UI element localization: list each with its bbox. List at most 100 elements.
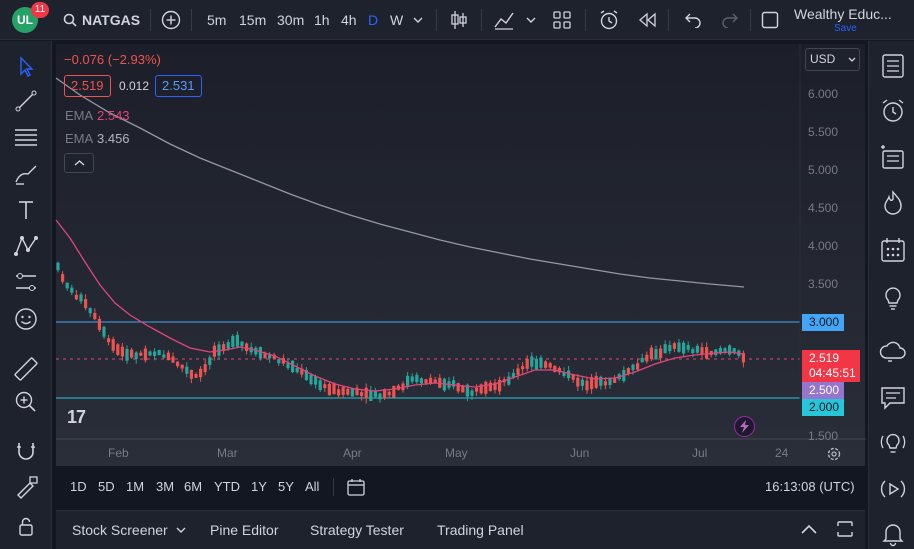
- indicators-icon[interactable]: [493, 9, 515, 31]
- tab-pine-editor[interactable]: Pine Editor: [210, 522, 279, 538]
- replay-icon[interactable]: [637, 12, 657, 28]
- chevron-down-icon[interactable]: [413, 16, 423, 24]
- candle-body: [226, 342, 230, 349]
- undo-icon[interactable]: [684, 12, 702, 28]
- tab-stock-screener[interactable]: Stock Screener: [72, 522, 168, 538]
- timeframe-1h[interactable]: 1h: [314, 12, 330, 28]
- candle-body: [139, 352, 143, 356]
- candle-body: [682, 342, 686, 354]
- sell-price-box[interactable]: 2.519: [64, 75, 111, 97]
- range-5y[interactable]: 5Y: [278, 479, 294, 494]
- symbol-search[interactable]: NATGAS: [82, 12, 141, 28]
- chart-pane[interactable]: [56, 44, 865, 466]
- tab-strategy-tester[interactable]: Strategy Tester: [310, 522, 404, 538]
- alert-clock-icon[interactable]: [598, 9, 620, 31]
- time-tick: Feb: [108, 446, 129, 460]
- chevron-up-icon[interactable]: [800, 523, 818, 535]
- go-to-date-calendar-icon[interactable]: [346, 477, 366, 497]
- lock-drawing-icon[interactable]: [10, 471, 42, 503]
- currency-select[interactable]: USD: [805, 48, 860, 71]
- candle-body: [567, 370, 571, 379]
- trend-line-icon[interactable]: [10, 85, 42, 117]
- timeframe-w[interactable]: W: [390, 12, 404, 28]
- flash-icon[interactable]: [734, 416, 755, 437]
- hotlists-fire-icon[interactable]: [877, 187, 909, 219]
- candle-body: [594, 376, 598, 388]
- save-button[interactable]: Save: [834, 23, 857, 34]
- ruler-icon[interactable]: [10, 353, 42, 385]
- notifications-bell-icon[interactable]: [877, 517, 909, 549]
- maximize-panel-icon[interactable]: [836, 520, 854, 538]
- pattern-tool-icon[interactable]: [10, 230, 42, 262]
- layouts-grid-icon[interactable]: [552, 10, 572, 30]
- layout-name[interactable]: Wealthy Educ...: [794, 6, 892, 22]
- candle-body: [530, 356, 534, 367]
- chat-cloud-icon[interactable]: [877, 336, 909, 368]
- watchlist-icon[interactable]: [877, 50, 909, 82]
- candle-body: [208, 357, 212, 365]
- ideas-lightbulb-icon[interactable]: [877, 281, 909, 313]
- messages-icon[interactable]: [877, 381, 909, 413]
- bottom-panel-tabs: Stock Screener Pine Editor Strategy Test…: [56, 510, 865, 549]
- compare-plus-icon[interactable]: [161, 10, 181, 30]
- text-tool-icon[interactable]: [10, 194, 42, 226]
- candle-body: [231, 335, 235, 347]
- lower-line-price-label: 2.000: [802, 399, 844, 416]
- candle-body: [438, 377, 442, 388]
- candle-body: [488, 382, 492, 392]
- candle-body: [148, 351, 152, 356]
- data-window-icon[interactable]: [877, 141, 909, 173]
- candle-body: [433, 379, 437, 383]
- ema-fast-label[interactable]: EMA: [65, 108, 94, 123]
- candle-body: [74, 294, 78, 300]
- timeframe-5m[interactable]: 5m: [207, 12, 227, 28]
- alarm-clock-icon[interactable]: [877, 95, 909, 127]
- chevron-down-icon[interactable]: [526, 16, 536, 24]
- candle-body: [111, 339, 115, 351]
- candle-body: [659, 348, 663, 358]
- candle-body: [217, 344, 221, 356]
- buy-price-box[interactable]: 2.531: [155, 75, 202, 97]
- candle-body: [608, 377, 612, 385]
- range-1d[interactable]: 1D: [70, 479, 87, 494]
- timeframe-4h[interactable]: 4h: [341, 12, 357, 28]
- streams-lightbulb-icon[interactable]: [877, 426, 909, 458]
- tab-trading-panel[interactable]: Trading Panel: [437, 522, 524, 538]
- timeframe-d[interactable]: D: [368, 12, 379, 28]
- zoom-in-icon[interactable]: [10, 386, 42, 418]
- fullscreen-square-icon[interactable]: [761, 11, 779, 29]
- calendar-icon[interactable]: [877, 234, 909, 266]
- magnet-icon[interactable]: [10, 435, 42, 467]
- upper-line-price-label: 3.000: [802, 314, 844, 331]
- range-1y[interactable]: 1Y: [251, 479, 267, 494]
- search-icon[interactable]: [63, 13, 77, 27]
- broadcast-play-icon[interactable]: [877, 473, 909, 505]
- collapse-legend-button[interactable]: [64, 153, 94, 173]
- forecast-tool-icon[interactable]: [10, 266, 42, 298]
- fib-retracement-icon[interactable]: [10, 121, 42, 153]
- candle-body: [544, 361, 548, 368]
- candle-body: [346, 388, 350, 395]
- ema-slow-label[interactable]: EMA: [65, 131, 94, 146]
- utc-clock[interactable]: 16:13:08 (UTC): [765, 479, 855, 494]
- range-ytd[interactable]: YTD: [214, 479, 240, 494]
- candles-icon[interactable]: [449, 9, 469, 31]
- brush-icon[interactable]: [10, 158, 42, 190]
- lock-icon[interactable]: [10, 511, 42, 543]
- range-1m[interactable]: 1M: [126, 479, 145, 494]
- chart-settings-gear-icon[interactable]: [826, 446, 842, 462]
- candle-body: [93, 312, 97, 320]
- ema-fast-value: 2.543: [97, 108, 130, 123]
- emoji-icon[interactable]: [10, 303, 42, 335]
- cursor-icon[interactable]: [10, 51, 42, 83]
- range-3m[interactable]: 3M: [156, 479, 175, 494]
- range-all[interactable]: All: [305, 479, 320, 494]
- range-6m[interactable]: 6M: [184, 479, 203, 494]
- timeframe-15m[interactable]: 15m: [239, 12, 267, 28]
- timeframe-30m[interactable]: 30m: [277, 12, 305, 28]
- candle-body: [484, 381, 488, 394]
- candle-body: [548, 363, 552, 368]
- chevron-down-icon[interactable]: [176, 526, 186, 534]
- range-5d[interactable]: 5D: [98, 479, 115, 494]
